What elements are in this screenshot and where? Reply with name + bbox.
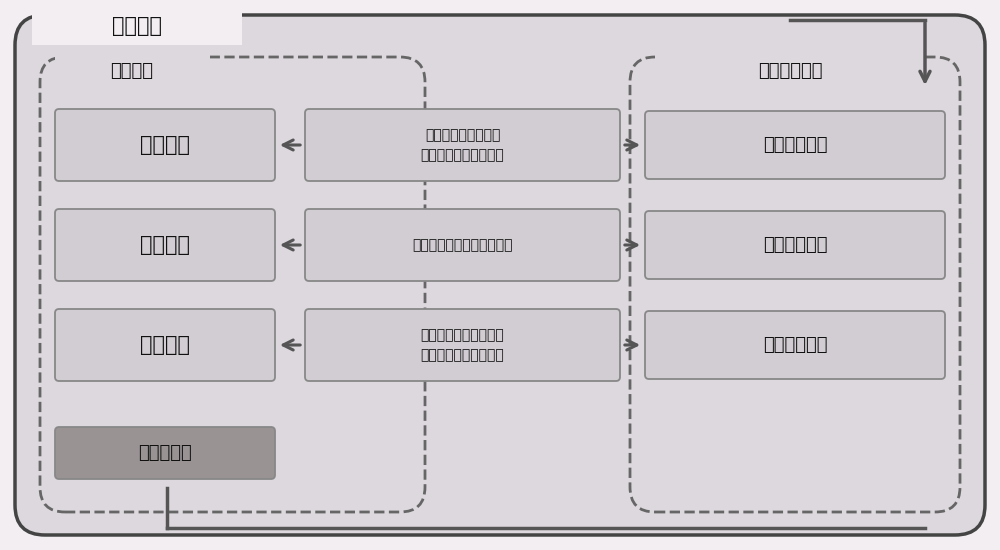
Text: 界面设计: 界面设计	[110, 62, 154, 80]
FancyBboxPatch shape	[55, 309, 275, 381]
FancyBboxPatch shape	[55, 109, 275, 181]
Text: 设置单元格式、数值精度等: 设置单元格式、数值精度等	[412, 238, 513, 252]
FancyBboxPatch shape	[305, 309, 620, 381]
Text: 基本格式调整: 基本格式调整	[763, 136, 827, 154]
FancyBboxPatch shape	[305, 109, 620, 181]
Text: 基本格式: 基本格式	[140, 135, 190, 155]
FancyBboxPatch shape	[645, 111, 945, 179]
Text: 排序设置、筛选设置、
数据汇总、参数设置等: 排序设置、筛选设置、 数据汇总、参数设置等	[421, 328, 504, 362]
Text: 数据处理: 数据处理	[140, 335, 190, 355]
Text: 报表开发: 报表开发	[112, 16, 162, 36]
FancyBboxPatch shape	[645, 211, 945, 279]
FancyBboxPatch shape	[55, 209, 275, 281]
FancyBboxPatch shape	[55, 427, 275, 479]
Text: 查询扩展类: 查询扩展类	[138, 444, 192, 462]
FancyBboxPatch shape	[32, 7, 242, 45]
Text: 扩展代码设计: 扩展代码设计	[758, 62, 822, 80]
Text: 业务格式调整: 业务格式调整	[763, 236, 827, 254]
Text: 设置报表基本结构、
报表行列、分组信息等: 设置报表基本结构、 报表行列、分组信息等	[421, 128, 504, 162]
Text: 业务格式: 业务格式	[140, 235, 190, 255]
FancyBboxPatch shape	[655, 52, 925, 90]
FancyBboxPatch shape	[55, 52, 210, 90]
FancyBboxPatch shape	[15, 15, 985, 535]
Text: 数据处理设置: 数据处理设置	[763, 336, 827, 354]
FancyBboxPatch shape	[645, 311, 945, 379]
FancyBboxPatch shape	[305, 209, 620, 281]
